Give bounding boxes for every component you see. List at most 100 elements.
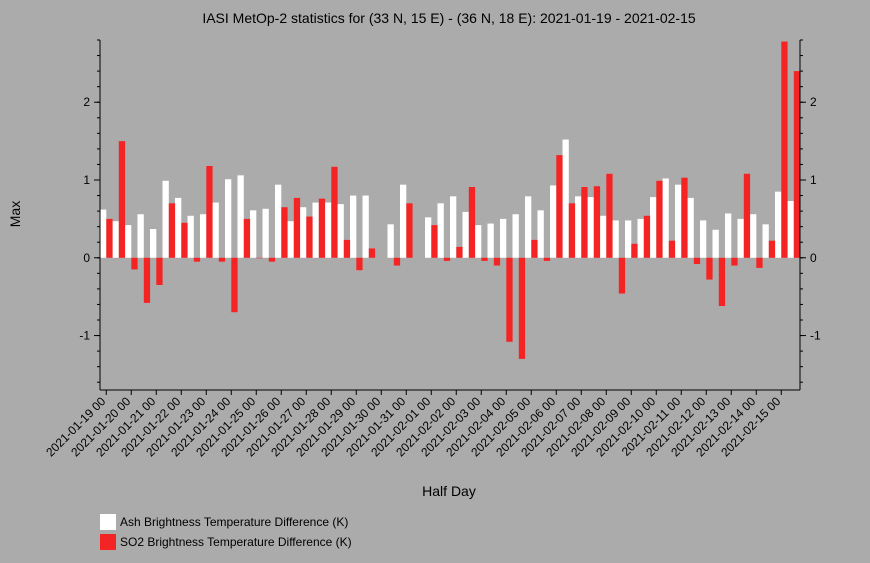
bar-so2-33 xyxy=(518,257,526,359)
bar-ash-50 xyxy=(725,213,732,258)
bar-ash-18 xyxy=(325,202,332,258)
bar-ash-54 xyxy=(775,191,782,258)
bar-ash-43 xyxy=(637,218,644,258)
bar-ash-47 xyxy=(687,197,694,258)
bar-ash-15 xyxy=(287,221,294,258)
bar-so2-5 xyxy=(168,203,176,258)
legend: Ash Brightness Temperature Difference (K… xyxy=(100,512,352,552)
legend-item-ash: Ash Brightness Temperature Difference (K… xyxy=(100,512,352,532)
y-tick-label-right: 1 xyxy=(810,173,817,187)
chart-title: IASI MetOp-2 statistics for (33 N, 15 E)… xyxy=(202,10,696,26)
bar-so2-40 xyxy=(606,173,613,258)
bar-so2-7 xyxy=(193,257,201,262)
bar-so2-27 xyxy=(443,257,451,261)
bar-ash-55 xyxy=(787,201,794,258)
bar-ash-21 xyxy=(362,195,369,258)
bar-so2-26 xyxy=(431,225,438,258)
bar-so2-18 xyxy=(331,166,338,258)
bar-ash-46 xyxy=(675,184,682,258)
bar-ash-7 xyxy=(187,215,194,258)
bar-so2-21 xyxy=(368,248,376,258)
bar-so2-51 xyxy=(743,173,751,258)
bar-ash-38 xyxy=(575,196,582,258)
bar-so2-43 xyxy=(643,215,651,258)
bar-so2-39 xyxy=(593,186,601,258)
x-axis-label: Half Day xyxy=(422,483,476,499)
legend-swatch-ash xyxy=(100,514,116,530)
bar-so2-1 xyxy=(118,141,126,258)
bar-ash-42 xyxy=(625,220,632,258)
bar-ash-48 xyxy=(700,220,707,258)
bar-so2-23 xyxy=(393,257,401,266)
bar-ash-34 xyxy=(525,196,532,258)
bar-so2-11 xyxy=(243,218,251,258)
bar-so2-36 xyxy=(556,155,563,258)
bar-so2-3 xyxy=(143,257,151,303)
bar-ash-13 xyxy=(262,208,269,258)
bar-so2-6 xyxy=(181,222,188,258)
bars-group xyxy=(100,41,801,359)
bar-ash-11 xyxy=(237,175,244,258)
bar-ash-23 xyxy=(387,224,394,258)
bar-so2-16 xyxy=(306,216,313,258)
bar-so2-55 xyxy=(793,71,801,258)
bar-so2-2 xyxy=(131,257,138,270)
bar-ash-51 xyxy=(737,218,744,258)
bar-so2-53 xyxy=(768,240,776,258)
bar-so2-34 xyxy=(531,239,538,258)
y-tick-label-left: -1 xyxy=(79,329,90,343)
bar-ash-4 xyxy=(150,229,157,258)
bar-so2-44 xyxy=(656,180,663,258)
bar-so2-9 xyxy=(218,257,226,262)
axes-group xyxy=(99,40,801,391)
bar-so2-17 xyxy=(318,198,326,258)
bar-so2-15 xyxy=(293,197,301,258)
bar-ash-35 xyxy=(537,210,544,258)
bar-so2-37 xyxy=(568,203,576,258)
bar-so2-28 xyxy=(456,246,463,258)
bar-so2-30 xyxy=(481,257,488,261)
bar-ash-5 xyxy=(162,180,169,258)
bar-so2-41 xyxy=(618,257,626,294)
bar-ash-16 xyxy=(300,207,307,258)
bar-so2-54 xyxy=(781,41,788,258)
bar-so2-42 xyxy=(631,243,638,258)
bar-ash-41 xyxy=(612,220,619,258)
bar-so2-52 xyxy=(756,257,763,268)
bar-so2-45 xyxy=(668,240,676,258)
bar-ash-39 xyxy=(587,197,594,258)
bar-so2-8 xyxy=(206,166,213,258)
bar-ash-17 xyxy=(312,202,319,258)
bar-so2-12 xyxy=(256,257,263,259)
bar-ash-33 xyxy=(512,214,519,258)
bar-so2-47 xyxy=(693,257,701,264)
bar-ash-40 xyxy=(600,215,607,258)
bar-ash-12 xyxy=(250,210,257,258)
bar-so2-20 xyxy=(356,257,363,271)
bar-so2-0 xyxy=(106,218,113,258)
bar-ash-6 xyxy=(175,197,182,258)
bar-ash-20 xyxy=(350,195,357,258)
bar-ash-52 xyxy=(750,214,757,258)
bar-so2-29 xyxy=(468,187,476,258)
bar-ash-53 xyxy=(762,224,769,258)
y-tick-label-left: 2 xyxy=(83,95,90,109)
bar-ash-24 xyxy=(400,184,407,258)
y-tick-label-left: 1 xyxy=(83,173,90,187)
bar-ash-49 xyxy=(712,229,719,258)
bar-so2-31 xyxy=(493,257,501,266)
legend-item-so2: SO2 Brightness Temperature Difference (K… xyxy=(100,532,352,552)
bar-ash-14 xyxy=(275,184,282,258)
legend-label-ash: Ash Brightness Temperature Difference (K… xyxy=(120,515,349,529)
bar-ash-3 xyxy=(137,214,144,258)
bar-ash-1 xyxy=(112,221,119,258)
bar-ash-32 xyxy=(500,218,507,258)
bar-so2-4 xyxy=(156,257,163,285)
bar-so2-49 xyxy=(718,257,726,306)
bar-ash-44 xyxy=(650,197,657,258)
bar-so2-38 xyxy=(581,187,588,258)
bar-so2-13 xyxy=(268,257,276,262)
bar-ash-26 xyxy=(425,217,432,258)
